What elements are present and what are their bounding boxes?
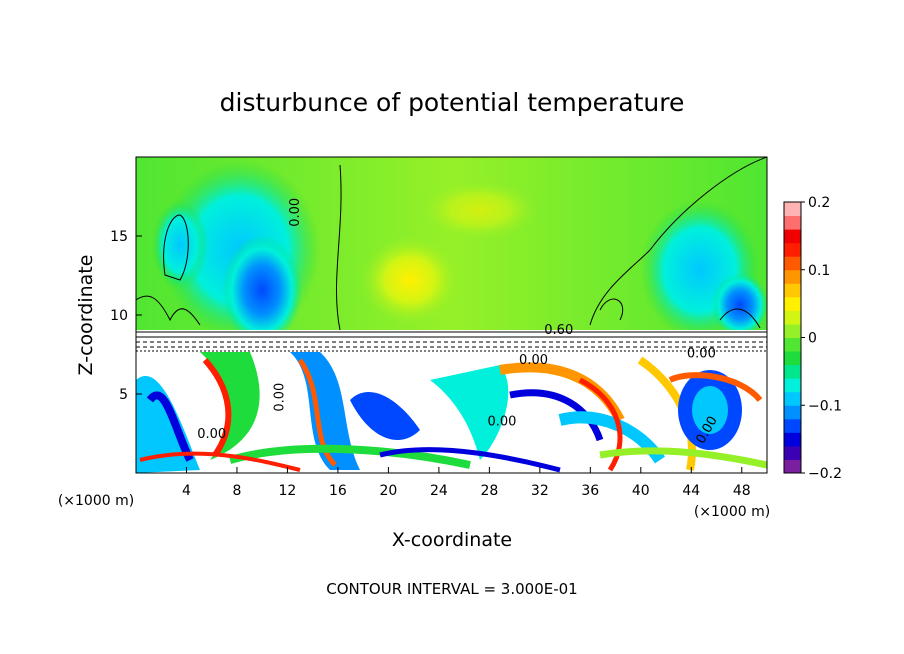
- contour-label: 0.00: [273, 383, 288, 412]
- x-tick-label: 40: [632, 483, 650, 499]
- contour-label: 0.00: [197, 427, 226, 442]
- upper-blue-plume-left: [222, 235, 302, 345]
- upper-blue-plume-right: [712, 273, 767, 337]
- x-tick-label: 12: [279, 483, 297, 499]
- interface-contours: [136, 331, 767, 352]
- lower-structures: [136, 352, 767, 473]
- colorbar-swatch: [784, 432, 801, 447]
- colorbar-swatch: [784, 229, 801, 244]
- x-unit-right: (×1000 m): [694, 504, 770, 520]
- x-tick-label: 32: [531, 483, 549, 499]
- y-tick-label: 15: [110, 229, 128, 245]
- x-tick-label: 4: [182, 483, 191, 499]
- colorbar-swatch: [784, 323, 801, 338]
- colorbar-tick-label: −0.1: [808, 398, 842, 414]
- x-tick-label: 48: [733, 483, 751, 499]
- colorbar-swatch: [784, 296, 801, 311]
- colorbar-swatch: [784, 202, 801, 217]
- colorbar-swatch: [784, 215, 801, 230]
- colorbar-swatch: [784, 256, 801, 271]
- x-tick-label: 44: [682, 483, 700, 499]
- upper-yellow-patch-2: [420, 180, 540, 240]
- colorbar-swatch: [784, 405, 801, 420]
- x-tick-label: 24: [430, 483, 448, 499]
- x-axis: 4 8 12 16 20 24 28 32 36 40 44 48: [182, 467, 751, 499]
- colorbar-tick-label: −0.2: [808, 466, 842, 482]
- field-plot: [136, 157, 767, 473]
- colorbar-swatch: [784, 269, 801, 284]
- x-tick-label: 16: [329, 483, 347, 499]
- colorbar: −0.2 −0.1 0 0.1 0.2: [783, 195, 842, 482]
- colorbar-swatch: [784, 242, 801, 257]
- colorbar-tick-label: 0: [808, 331, 817, 347]
- y-tick-label: 10: [110, 308, 128, 324]
- interface-band: [136, 330, 767, 352]
- colorbar-swatch: [784, 418, 801, 433]
- x-tick-label: 28: [480, 483, 498, 499]
- colorbar-swatch: [784, 310, 801, 325]
- upper-yellow-patch: [360, 235, 460, 325]
- x-tick-label: 36: [581, 483, 599, 499]
- y-tick-label: 5: [119, 387, 128, 403]
- colorbar-swatch: [784, 351, 801, 366]
- x-unit-left: (×1000 m): [58, 493, 134, 509]
- colorbar-swatch: [784, 364, 801, 379]
- colorbar-swatch: [784, 391, 801, 406]
- chart-title: disturbunce of potential temperature: [220, 88, 685, 117]
- colorbar-swatch: [784, 337, 801, 352]
- x-tick-label: 8: [232, 483, 241, 499]
- contour-label: 0.60: [544, 323, 573, 338]
- contour-label: 0.00: [687, 347, 716, 362]
- colorbar-tick-label: 0.2: [808, 195, 830, 211]
- contour-label: 0.00: [488, 415, 517, 430]
- contour-interval: CONTOUR INTERVAL = 3.000E-01: [326, 580, 577, 598]
- colorbar-swatch: [784, 459, 801, 474]
- colorbar-swatch: [784, 378, 801, 393]
- upper-cyan-patch: [152, 200, 208, 290]
- contour-label: 0.00: [519, 353, 548, 368]
- upper-contours: [136, 157, 767, 331]
- y-axis-label: Z-coordinate: [75, 255, 97, 376]
- x-axis-label: X-coordinate: [392, 529, 512, 551]
- colorbar-swatch: [784, 445, 801, 460]
- contour-label: 0.00: [288, 198, 303, 227]
- colorbar-tick-label: 0.1: [808, 263, 830, 279]
- x-tick-label: 20: [379, 483, 397, 499]
- y-axis: 5 10 15: [110, 229, 142, 403]
- colorbar-swatch: [784, 283, 801, 298]
